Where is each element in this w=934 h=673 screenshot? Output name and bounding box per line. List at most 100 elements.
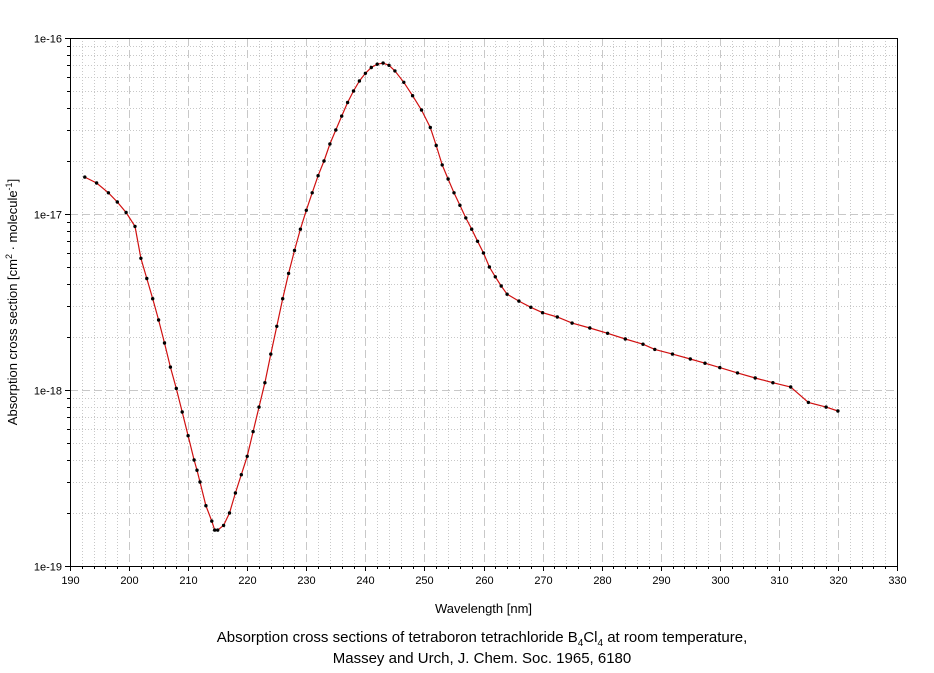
data-point (735, 371, 740, 375)
x-tick-label: 290 (652, 575, 670, 587)
data-point (310, 191, 314, 195)
data-point (298, 227, 303, 231)
chart-caption: Absorption cross sections of tetraboron … (0, 627, 934, 669)
x-tick-label: 240 (356, 575, 374, 587)
data-point (493, 275, 497, 279)
data-point (434, 143, 438, 148)
data-point (168, 365, 173, 369)
data-point (824, 405, 828, 409)
data-point (806, 400, 811, 405)
data-point (505, 292, 509, 296)
data-point (375, 62, 379, 66)
data-point (115, 200, 120, 204)
data-point (239, 473, 243, 477)
y-tick-label: 1e-17 (34, 210, 62, 222)
data-point (334, 128, 338, 132)
y-label-sup-2: -1 (4, 182, 14, 190)
caption-text-b: Cl (583, 629, 598, 646)
data-point (286, 271, 291, 276)
data-point (304, 208, 308, 212)
data-point (688, 357, 692, 361)
data-point (540, 311, 545, 315)
data-point (322, 159, 326, 163)
data-point (156, 318, 161, 322)
x-tick-label: 280 (593, 575, 611, 587)
data-point (481, 251, 486, 255)
caption-line-1: Absorption cross sections of tetraboron … (0, 627, 934, 649)
data-point (363, 71, 368, 76)
caption-text-c: at room temperature, (603, 629, 748, 646)
x-tick-label: 190 (61, 575, 79, 587)
data-point (227, 511, 232, 515)
data-point (446, 177, 450, 181)
data-point (281, 297, 285, 301)
data-point (106, 191, 111, 195)
x-tick-label: 210 (179, 575, 197, 587)
caption-line-2: Massey and Urch, J. Chem. Soc. 1965, 618… (332, 650, 632, 667)
data-point (145, 276, 149, 281)
data-point (753, 376, 757, 380)
data-point (162, 341, 167, 345)
x-tick-label: 300 (711, 575, 729, 587)
data-point (340, 114, 344, 118)
data-point (192, 458, 196, 462)
data-point (440, 163, 444, 167)
data-point (357, 79, 362, 83)
data-point (570, 321, 574, 325)
data-point (263, 381, 267, 385)
major-grid (70, 38, 897, 566)
data-point (83, 175, 87, 179)
x-tick-label: 230 (297, 575, 315, 587)
data-point (836, 409, 840, 413)
data-point (653, 347, 657, 352)
data-point (233, 491, 238, 495)
data-point (555, 315, 559, 319)
data-point (328, 142, 332, 146)
data-point (257, 405, 261, 409)
caption-sub-2: 4 (597, 638, 604, 649)
data-point (345, 100, 350, 105)
data-point (316, 174, 320, 178)
data-point (381, 61, 385, 65)
data-point (464, 216, 468, 220)
y-tick-label: 1e-19 (34, 562, 62, 574)
series-line (84, 62, 839, 531)
data-point (703, 361, 707, 365)
x-axis-label: Wavelength [nm] (435, 601, 532, 616)
data-point (221, 523, 226, 528)
data-point (213, 528, 217, 532)
data-point (151, 297, 155, 301)
data-point (393, 69, 397, 73)
y-tick-label: 1e-16 (34, 34, 62, 46)
data-point (204, 504, 208, 508)
data-point (718, 365, 722, 370)
data-point (351, 89, 356, 93)
x-tick-label: 270 (534, 575, 552, 587)
data-point (641, 342, 645, 346)
data-point (174, 386, 178, 391)
data-series (83, 61, 840, 532)
y-label-sup-1: 2 (4, 254, 14, 259)
data-point (771, 381, 775, 385)
x-tick-label: 200 (120, 575, 138, 587)
data-point (517, 299, 521, 303)
data-point (670, 352, 675, 356)
chart: 190 200 210 220 230 240 250 260 270 280 290 300 310 3… (4, 34, 907, 617)
data-point (186, 434, 190, 438)
y-label-post: ] (5, 179, 20, 183)
y-axis: 1e-16 1e-17 1e-18 1e-19 (34, 34, 70, 574)
x-tick-label: 220 (238, 575, 256, 587)
data-point (419, 108, 424, 112)
data-point (487, 265, 492, 269)
data-point (251, 429, 255, 434)
y-label-pre: Absorption cross section [cm (5, 259, 20, 425)
minor-grid (70, 38, 897, 566)
data-point (452, 191, 456, 195)
data-point (245, 454, 249, 458)
y-axis-label: Absorption cross section [cm2 · molecule… (4, 179, 20, 425)
data-point (195, 468, 199, 472)
y-label-mid: · molecule (5, 190, 20, 254)
data-point (139, 256, 143, 260)
data-point (133, 224, 137, 229)
data-point (94, 181, 99, 185)
